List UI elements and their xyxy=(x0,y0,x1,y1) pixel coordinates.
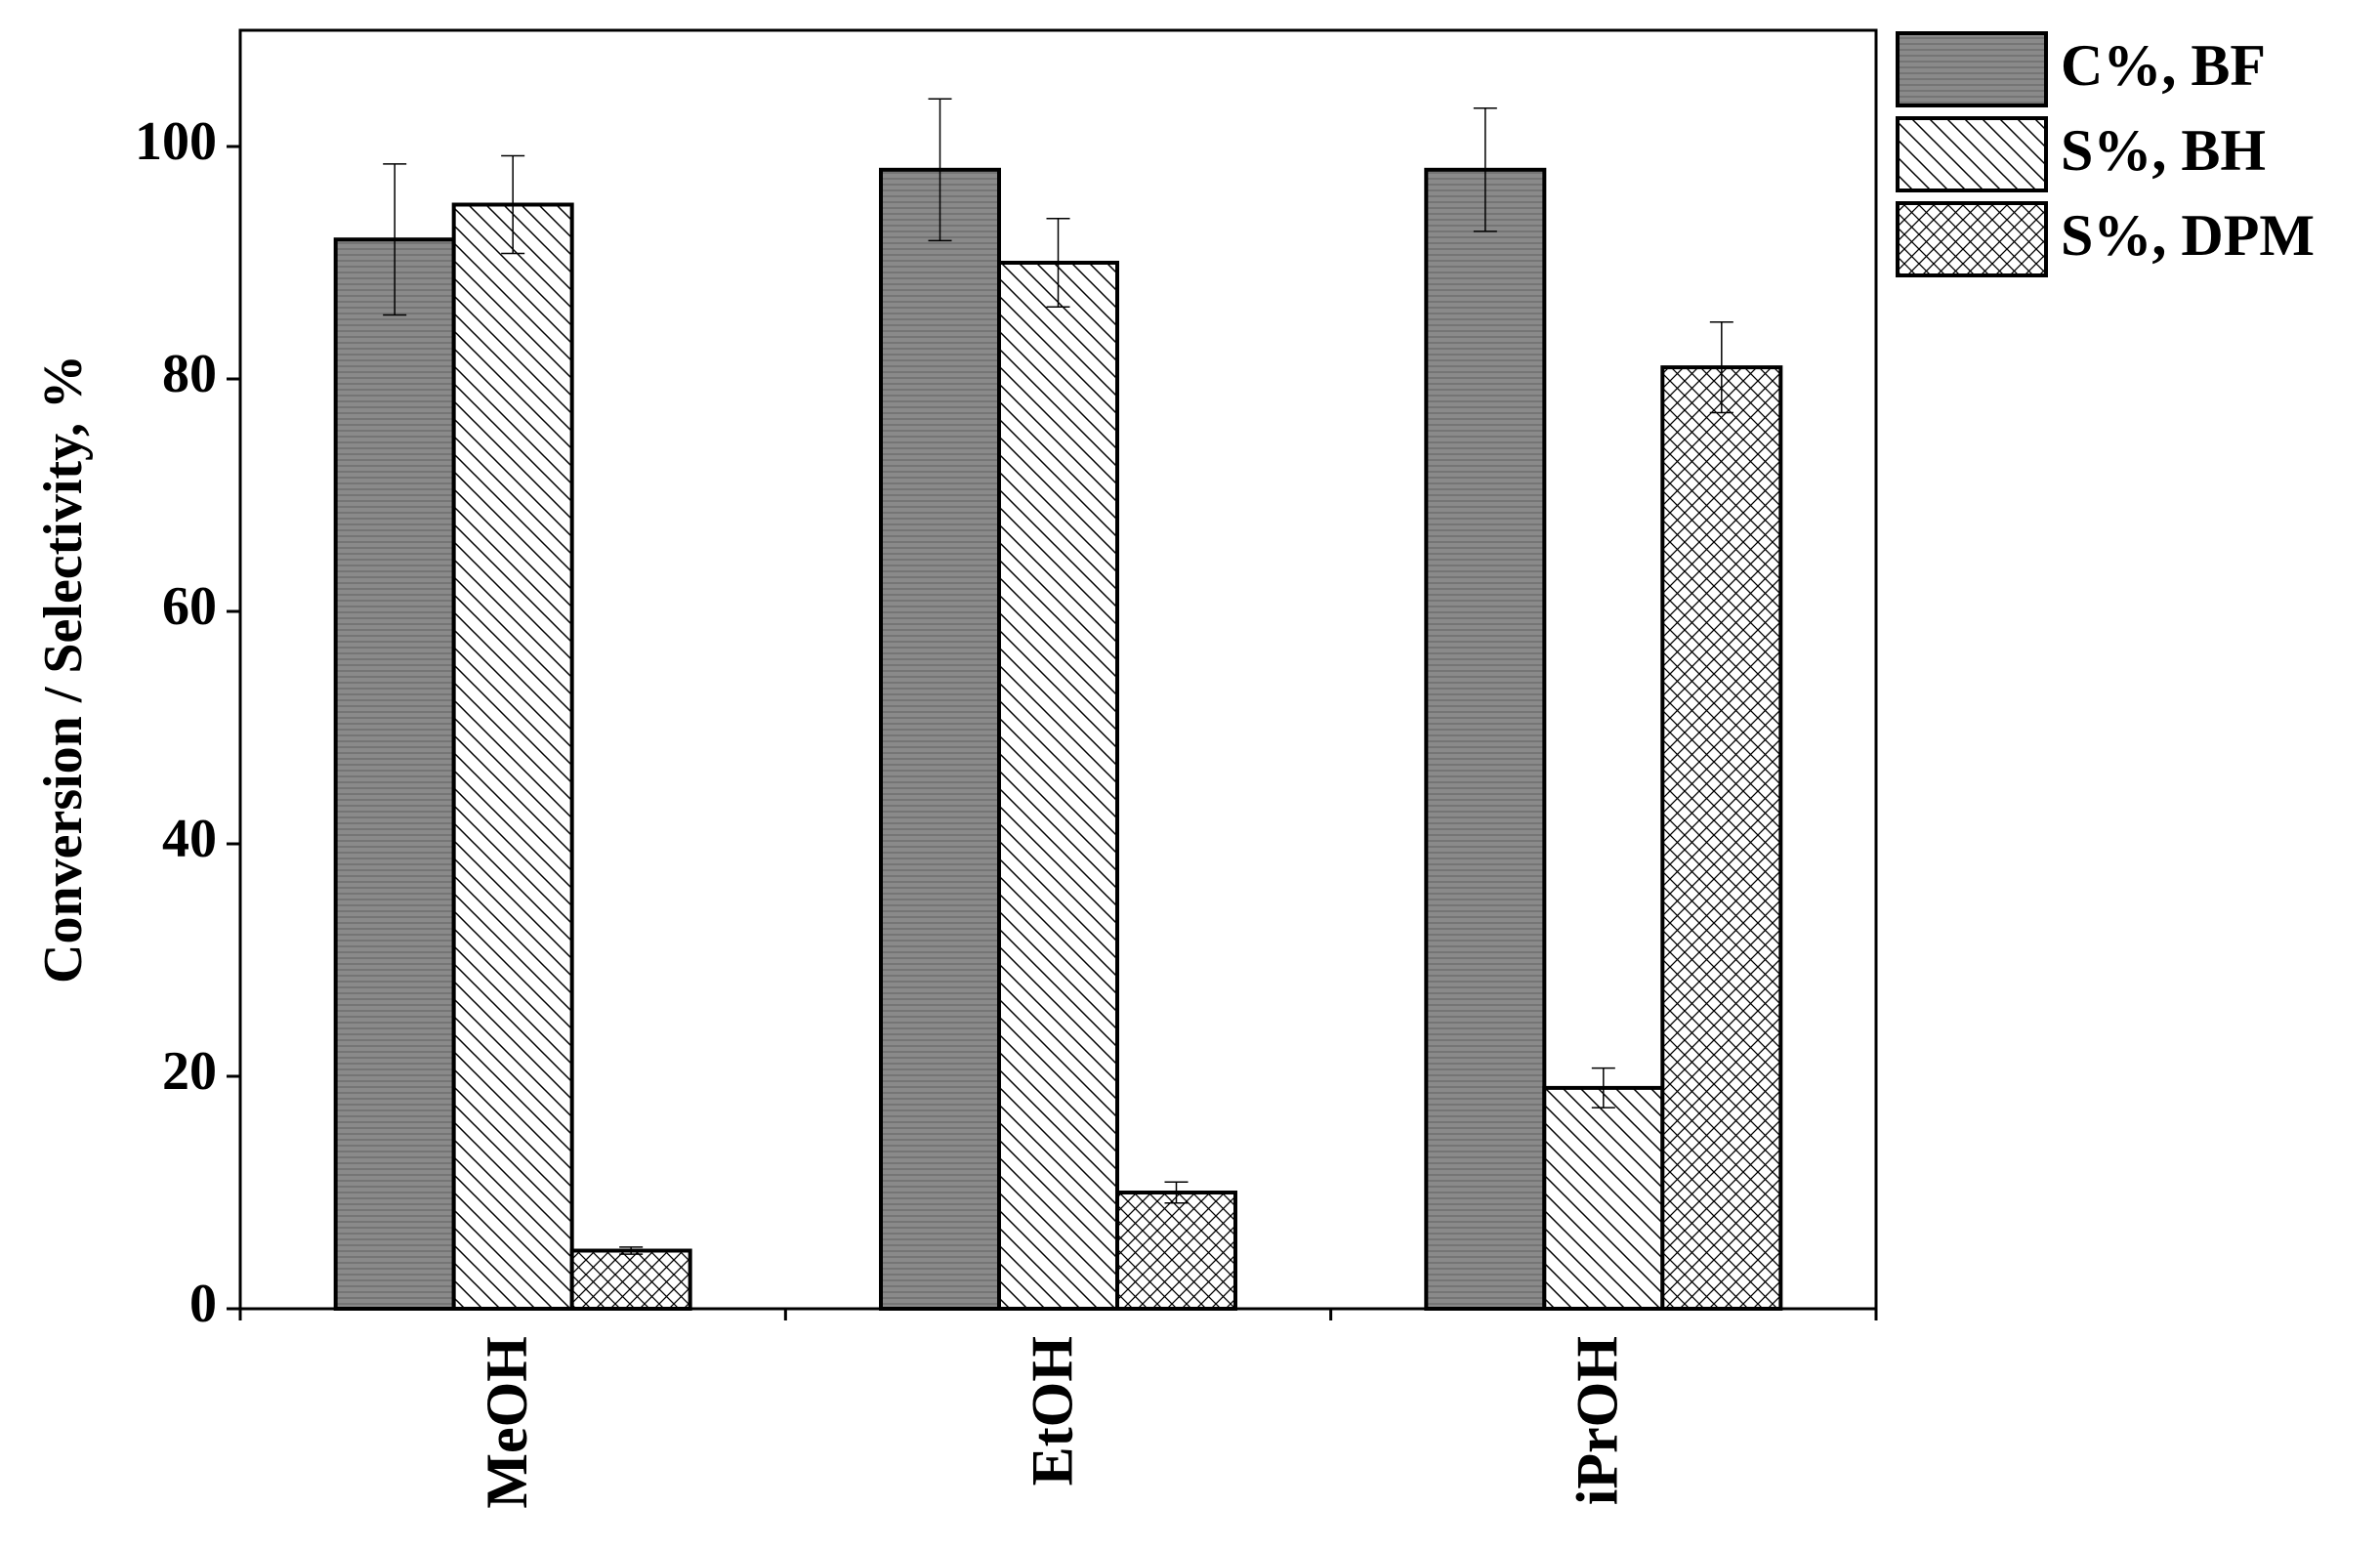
bar xyxy=(333,237,456,1312)
error-bar xyxy=(619,1246,644,1255)
bar xyxy=(451,202,574,1311)
y-axis-title: Conversion / Selectivity, % xyxy=(33,355,94,984)
bar xyxy=(879,167,1001,1311)
legend-label: C%, BF xyxy=(2061,33,2266,98)
legend-swatch xyxy=(1896,31,2048,107)
y-tick-label: 0 xyxy=(189,1274,217,1334)
bar xyxy=(1660,365,1783,1312)
plot-frame xyxy=(238,28,1878,1311)
bar xyxy=(1542,1085,1665,1312)
legend-label: S%, DPM xyxy=(2061,203,2315,268)
y-tick-label: 100 xyxy=(135,111,217,172)
error-bar xyxy=(383,163,407,316)
x-tick-label: iPrOH xyxy=(1566,1336,1630,1505)
bar xyxy=(997,261,1119,1311)
bar xyxy=(1424,167,1547,1311)
error-bar xyxy=(1164,1181,1189,1204)
bar xyxy=(1115,1191,1237,1311)
x-tick-label: MeOH xyxy=(475,1336,539,1509)
y-tick-label: 40 xyxy=(162,809,217,869)
error-bar xyxy=(501,154,525,255)
bar xyxy=(569,1248,692,1311)
y-tick-label: 80 xyxy=(162,344,217,404)
error-bar xyxy=(1046,218,1070,308)
error-bar xyxy=(928,98,952,242)
x-tick-label: EtOH xyxy=(1020,1336,1084,1486)
y-tick-label: 60 xyxy=(162,576,217,637)
y-tick-label: 20 xyxy=(162,1041,217,1102)
legend-label: S%, BH xyxy=(2061,118,2266,183)
error-bar xyxy=(1473,106,1497,232)
error-bar xyxy=(1709,320,1733,414)
error-bar xyxy=(1591,1067,1615,1109)
legend-swatch xyxy=(1896,201,2048,277)
legend-swatch xyxy=(1896,116,2048,192)
